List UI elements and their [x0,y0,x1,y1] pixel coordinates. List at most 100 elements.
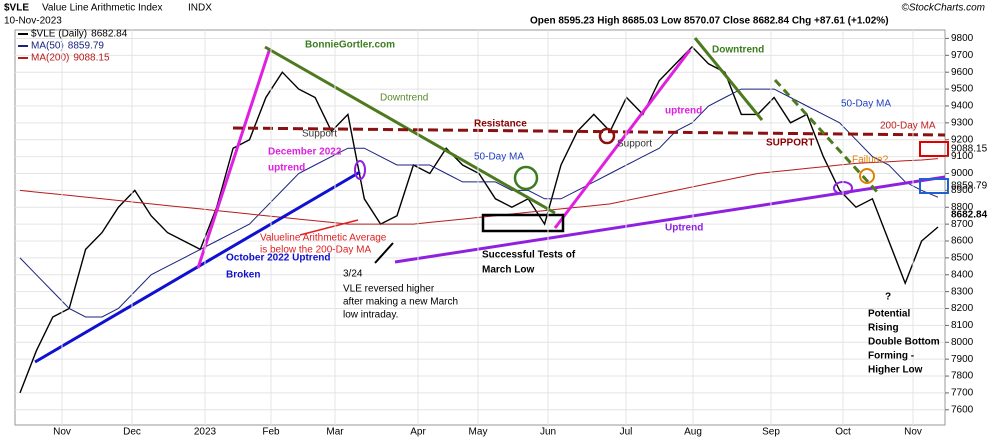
x-tick-label: Dec [123,427,141,438]
annotation: ? [885,292,891,303]
x-tick-label: Sep [762,427,780,438]
series-line [19,45,939,394]
x-tick-label: May [469,427,488,438]
annotation: uptrend [268,163,305,174]
index-name: Value Line Arithmetic Index [42,3,162,14]
legend-value: 8682.84 [91,29,128,40]
x-tick-label: Feb [262,427,280,438]
x-tick-label: Jun [540,427,556,438]
annotation: 50-Day MA [841,99,891,110]
y-tick-label: 8200 [951,303,974,314]
x-tick-label: Jul [620,427,633,438]
annotation: 200-Day MA [880,121,936,132]
annotation: Forming - [868,351,914,362]
y-tick-label: 9600 [951,67,974,78]
trend-line [693,37,764,121]
trend-line [264,45,556,215]
annotation: after making a new March [343,297,458,308]
y-tick-label: 8700 [951,219,974,230]
y-tick-label: 7800 [951,371,974,382]
annotation: Failure? [852,155,889,166]
y-tick-label: 7600 [951,404,974,415]
legend-label: MA(50) [31,41,64,52]
exchange: INDX [188,3,212,14]
annotation: uptrend [665,106,702,117]
series-line [19,158,939,225]
annotation: 50-Day MA [474,152,524,163]
annotation-shapes [34,37,949,364]
annotation: Potential [868,309,910,320]
legend-value: 8859.79 [68,41,105,52]
y-tick-label: 8400 [951,269,974,280]
circle [598,127,616,145]
annotation: SUPPORT [766,138,814,149]
circle [513,165,539,191]
annotation: Broken [226,270,260,281]
annotation: Higher Low [868,365,923,376]
annotation: Downtrend [712,45,764,56]
annotation: March Low [482,265,534,276]
y-tick-label: 9000 [951,168,974,179]
y-tick-label: 8500 [951,253,974,264]
y-tick-label: 8600 [951,236,974,247]
y-tick-label: 9700 [951,50,974,61]
plot-frame [14,29,946,426]
annotation: Downtrend [380,93,428,104]
circle [859,168,875,184]
annotation: Rising [868,323,899,334]
last-value-label: 8682.84 [951,210,988,221]
y-tick-label: 9500 [951,84,974,95]
annotation: December 2022 [268,147,342,158]
circle [354,160,366,180]
annotation: Valueline Arithmetic Average [260,233,387,244]
annotation: Double Bottom [868,337,940,348]
y-tick-label: 8900 [951,185,974,196]
annotation: Resistance [474,119,527,130]
y-tick-label: 7900 [951,354,974,365]
box [481,213,565,233]
annotation: Support [617,139,652,150]
x-tick-label: Nov [904,427,922,438]
arrow [374,242,394,264]
y-tick-label: 9200 [951,134,974,145]
quote: Open 8595.23 High 8685.03 Low 8570.07 Cl… [530,16,889,27]
y-tick-label: 8300 [951,286,974,297]
symbol: $VLE [4,3,29,14]
y-tick-label: 8800 [951,202,974,213]
x-tick-label: 2023 [194,427,217,438]
date: 10-Nov-2023 [4,16,62,27]
trend-line [196,47,272,269]
annotation: 3/24 [343,269,363,280]
source: ©StockCharts.com [901,3,985,14]
trend-line [394,175,946,264]
x-tick-label: Oct [835,427,851,438]
trend-line [553,49,692,229]
annotation: BonnieGortler.com [305,40,395,51]
x-tick-label: Apr [410,427,426,438]
annotation: low intraday. [343,310,398,321]
legend-value: 9088.15 [73,53,110,64]
x-tick-label: Nov [53,427,71,438]
x-tick-label: Aug [684,427,702,438]
y-tick-label: 9100 [951,151,974,162]
annotation: Successful Tests of [482,250,576,261]
annotation: Uptrend [665,223,703,234]
annotation: is below the 200-Day MA [260,245,371,256]
arrow [299,219,359,236]
box [919,178,949,194]
y-tick-label: 9800 [951,33,974,44]
legend-label: $VLE (Daily) [31,29,87,40]
y-tick-label: 8000 [951,337,974,348]
resistance-line [232,126,946,137]
series-line [19,88,939,318]
annotation: VLE reversed higher [343,284,435,295]
annotation: October 2022 Uptrend [226,253,330,264]
annotation: Support [302,129,337,140]
box [919,141,949,157]
last-value-label: 9088.15 [951,144,988,155]
last-value-label: 8859.79 [951,181,988,192]
y-tick-label: 9400 [951,101,974,112]
